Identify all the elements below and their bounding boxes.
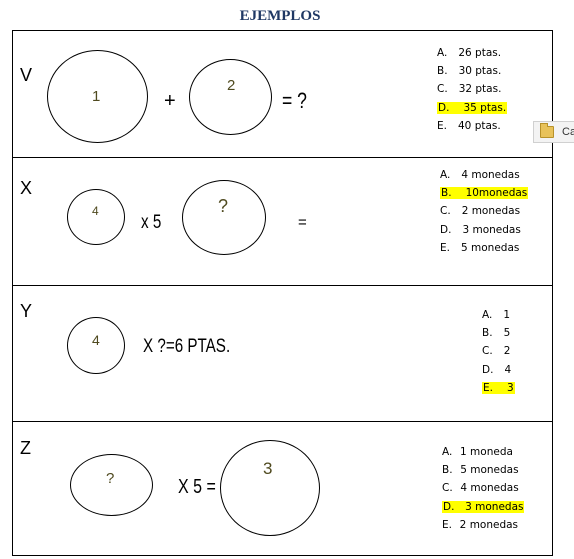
taskbar-label: Ca [562, 126, 574, 138]
option-d[interactable]: D. 4 [482, 363, 512, 376]
answer-options: A. 4 monedas B. 10monedas C. 2 monedas D… [440, 166, 529, 257]
option-b[interactable]: B. 5 [482, 327, 511, 340]
row-letter: Z [20, 438, 31, 458]
example-row-y: Y 4 X ?=6 PTAS. A. 1 B. 5 C. 2 D. 4 E. 3 [13, 286, 552, 422]
example-row-z: Z ? X 5 = 3 A. 1 moneda B. 5 monedas C. … [13, 422, 552, 557]
row-letter: V [20, 65, 33, 85]
option-e[interactable]: E. 40 ptas. [437, 119, 501, 132]
circle-question: ? [182, 180, 266, 255]
row-letter: Y [20, 301, 33, 321]
option-a[interactable]: A. 4 monedas [440, 169, 520, 181]
option-b[interactable]: B. 5 monedas [442, 464, 519, 477]
circle-value: ? [106, 470, 115, 487]
option-e[interactable]: E. 2 monedas [442, 518, 519, 531]
option-e[interactable]: E. 5 monedas [440, 241, 520, 254]
option-e[interactable]: E. 3 [482, 381, 515, 394]
option-c[interactable]: C. 2 monedas [440, 205, 521, 218]
option-d[interactable]: D. 3 monedas [442, 500, 525, 513]
circle-value: 1 [92, 88, 101, 105]
circle-value: 4 [92, 204, 99, 218]
times-five: x 5 [141, 212, 162, 233]
option-b[interactable]: B. 30 ptas. [437, 65, 502, 78]
circle-value: 4 [92, 332, 100, 348]
option-d[interactable]: D. 3 monedas [440, 223, 521, 236]
equation-text: X ?=6 PTAS. [143, 336, 231, 357]
circle-value: 3 [263, 459, 273, 478]
option-a[interactable]: A. 1 moneda [442, 446, 513, 458]
circle-3: 3 [220, 440, 320, 536]
equals-question: = ? [282, 88, 307, 113]
option-d[interactable]: D. 35 ptas. [437, 101, 508, 114]
equals-sign: = [298, 214, 307, 231]
option-c[interactable]: C. 4 monedas [442, 482, 519, 495]
row-letter: X [20, 178, 33, 198]
taskbar-folder-button[interactable]: Ca [533, 121, 574, 143]
answer-options: A. 1 moneda B. 5 monedas C. 4 monedas D.… [442, 443, 525, 534]
answer-options: A. 1 B. 5 C. 2 D. 4 E. 3 [482, 306, 515, 397]
folder-icon [540, 123, 554, 138]
example-row-x: X 4 x 5 ? = A. 4 monedas B. 10monedas C.… [13, 158, 552, 286]
plus-operator: + [164, 90, 176, 112]
circle-4: 4 [67, 189, 125, 245]
option-c[interactable]: C. 2 [482, 345, 511, 358]
example-row-v: V 1 + 2 = ? A. 26 ptas. B. 30 ptas. C. 3… [13, 31, 552, 158]
circle-1: 1 [47, 50, 148, 143]
option-a[interactable]: A. 1 [482, 309, 511, 321]
circle-value: ? [218, 196, 229, 216]
examples-table: V 1 + 2 = ? A. 26 ptas. B. 30 ptas. C. 3… [12, 30, 553, 556]
circle-question: ? [70, 454, 153, 516]
answer-options: A. 26 ptas. B. 30 ptas. C. 32 ptas. D. 3… [437, 44, 508, 135]
option-a[interactable]: A. 26 ptas. [437, 47, 502, 59]
option-c[interactable]: C. 32 ptas. [437, 83, 502, 96]
circle-2: 2 [189, 59, 272, 135]
page-title: EJEMPLOS [239, 8, 321, 24]
circle-4: 4 [67, 317, 125, 374]
times-five-equals: X 5 = [178, 476, 216, 498]
circle-value: 2 [227, 77, 236, 94]
option-b[interactable]: B. 10monedas [440, 187, 529, 200]
